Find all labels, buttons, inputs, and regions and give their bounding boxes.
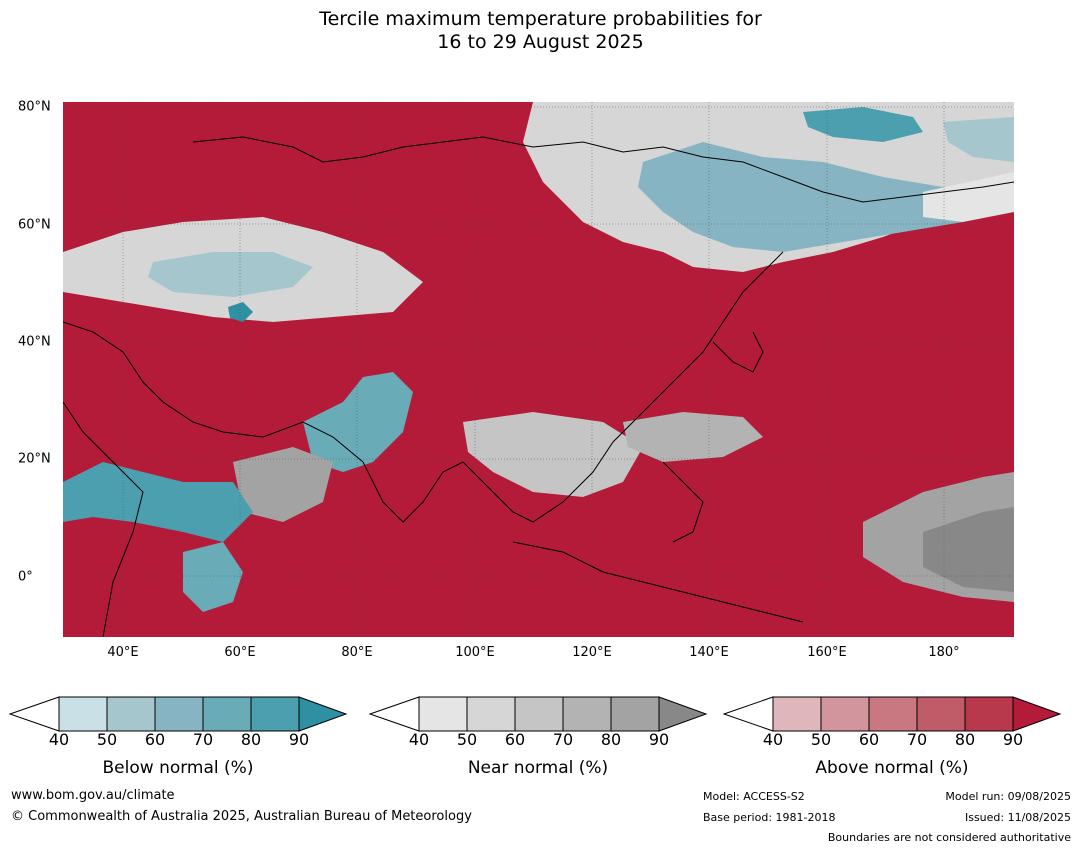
footer-url: www.bom.gov.au/climate bbox=[11, 788, 175, 803]
lon-label-100e: 100°E bbox=[455, 645, 495, 660]
tick-label: 60 bbox=[144, 730, 166, 749]
colorbar-above-normal bbox=[722, 695, 1064, 735]
tick-label: 60 bbox=[504, 730, 526, 749]
tick-label: 40 bbox=[408, 730, 430, 749]
below-normal-region-central-asia bbox=[148, 252, 313, 297]
lon-label-160e: 160°E bbox=[807, 645, 847, 660]
footer-issued: Issued: 11/08/2025 bbox=[964, 811, 1071, 824]
tick-label: 70 bbox=[192, 730, 214, 749]
tick-label: 40 bbox=[48, 730, 70, 749]
colorbar-below-normal-title: Below normal (%) bbox=[102, 758, 254, 778]
lat-label-20n: 20°N bbox=[18, 451, 51, 467]
below-normal-region-arctic-east bbox=[943, 117, 1014, 162]
tick-label: 70 bbox=[906, 730, 928, 749]
colorbar-near-normal bbox=[368, 695, 710, 735]
below-normal-region-siberia bbox=[638, 142, 983, 252]
footer-model: Model: ACCESS-S2 bbox=[703, 790, 805, 803]
lon-label-120e: 120°E bbox=[572, 645, 612, 660]
near-normal-region-east-siberia bbox=[923, 172, 1014, 222]
near-normal-region-arabian-sea bbox=[233, 447, 333, 522]
footer-copyright: © Commonwealth of Australia 2025, Austra… bbox=[11, 809, 472, 824]
tick-label: 50 bbox=[96, 730, 118, 749]
chart-title: Tercile maximum temperature probabilitie… bbox=[0, 8, 1081, 54]
colorbar-below-normal-svg bbox=[8, 696, 348, 732]
graticule bbox=[63, 102, 1014, 637]
tick-label: 60 bbox=[858, 730, 880, 749]
tick-label: 50 bbox=[810, 730, 832, 749]
tick-label: 90 bbox=[648, 730, 670, 749]
lat-label-40n: 40°N bbox=[18, 334, 51, 350]
below-normal-region-caspian bbox=[228, 302, 253, 322]
footer-model-run: Model run: 09/08/2025 bbox=[945, 790, 1071, 803]
tick-label: 90 bbox=[1002, 730, 1024, 749]
footer-base-period: Base period: 1981-2018 bbox=[703, 811, 836, 824]
lon-label-180: 180° bbox=[928, 645, 960, 660]
below-normal-region-arctic-strong bbox=[803, 107, 923, 142]
colorbar-above-normal-svg bbox=[722, 696, 1062, 732]
tick-label: 80 bbox=[600, 730, 622, 749]
probability-map bbox=[63, 102, 1014, 637]
colorbar-near-normal-title: Near normal (%) bbox=[467, 758, 609, 778]
lon-label-40e: 40°E bbox=[107, 645, 139, 660]
tick-label: 80 bbox=[954, 730, 976, 749]
lon-label-80e: 80°E bbox=[341, 645, 373, 660]
tick-label: 80 bbox=[240, 730, 262, 749]
tick-label: 50 bbox=[456, 730, 478, 749]
lat-label-60n: 60°N bbox=[18, 217, 51, 233]
footer-disclaimer: Boundaries are not considered authoritat… bbox=[827, 831, 1071, 844]
colorbar-below-normal bbox=[8, 695, 350, 735]
below-normal-region-indian-ocean bbox=[183, 542, 243, 612]
map-svg bbox=[63, 102, 1014, 637]
below-normal-region-horn-africa bbox=[63, 462, 253, 542]
coastlines bbox=[63, 136, 1014, 637]
lon-label-60e: 60°E bbox=[224, 645, 256, 660]
lon-label-140e: 140°E bbox=[689, 645, 729, 660]
near-normal-region-philippine-sea bbox=[623, 412, 763, 462]
tick-label: 40 bbox=[762, 730, 784, 749]
below-normal-region-india bbox=[303, 372, 413, 472]
tick-label: 70 bbox=[552, 730, 574, 749]
colorbar-near-normal-svg bbox=[368, 696, 708, 732]
title-line-2: 16 to 29 August 2025 bbox=[437, 31, 644, 53]
colorbar-above-normal-title: Above normal (%) bbox=[815, 758, 969, 778]
tick-label: 90 bbox=[288, 730, 310, 749]
lat-label-80n: 80°N bbox=[18, 99, 51, 115]
title-line-1: Tercile maximum temperature probabilitie… bbox=[319, 8, 762, 30]
near-normal-region-southeast-asia bbox=[463, 412, 643, 497]
lat-label-0: 0° bbox=[18, 569, 33, 585]
near-normal-region-pacific-core bbox=[923, 507, 1014, 592]
